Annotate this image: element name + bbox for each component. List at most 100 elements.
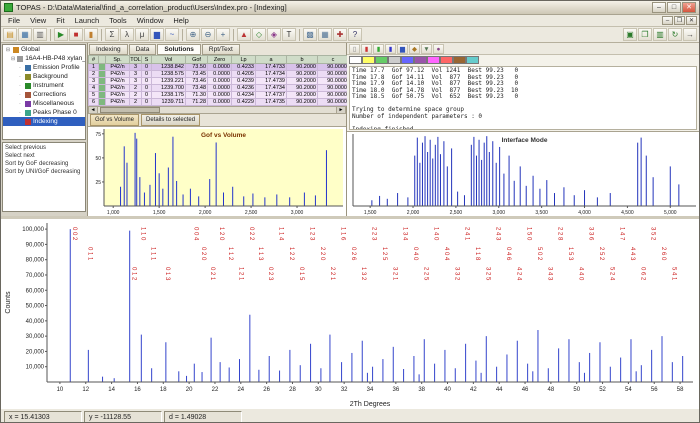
palette-cell-4[interactable] — [401, 56, 414, 64]
peaks-icon[interactable]: ▲ — [237, 28, 251, 41]
lambda-icon[interactable]: λ — [120, 28, 134, 41]
palette-cell-2[interactable] — [375, 56, 388, 64]
tab-solutions[interactable]: Solutions — [157, 44, 201, 55]
palette-cell-1[interactable] — [362, 56, 375, 64]
print-icon[interactable]: ▥ — [33, 28, 47, 41]
column-header-3[interactable]: TOL — [129, 55, 142, 64]
menu-file[interactable]: File — [8, 16, 21, 25]
column-header-7[interactable]: Zero — [207, 55, 232, 64]
column-header-6[interactable]: Gof — [185, 55, 208, 64]
table-hscrollbar[interactable]: ◄ ► — [88, 106, 346, 114]
sigma-icon[interactable]: Σ — [105, 28, 119, 41]
tree-node-global[interactable]: ⊟ Global — [3, 45, 85, 54]
column-header-5[interactable]: Vol — [151, 55, 186, 64]
marker-red-icon[interactable]: ▮ — [361, 43, 372, 54]
tab-indexing[interactable]: Indexing — [89, 44, 128, 55]
table-row[interactable]: 6 P42/n 2 0 1239.711 71.28 0.0000 0.4229 17.4735… — [88, 98, 349, 106]
marker-blue-icon[interactable]: ▮ — [385, 43, 396, 54]
chart-line-icon[interactable]: ~ — [165, 28, 179, 41]
tree-node-miscellaneous[interactable]: · Miscellaneous — [3, 99, 85, 108]
zoom-out-icon[interactable]: ⊖ — [201, 28, 215, 41]
help-icon[interactable]: ? — [348, 28, 362, 41]
timer-icon[interactable]: ● — [433, 43, 444, 54]
tree-node-emission-profile[interactable]: · Emission Profile — [3, 63, 85, 72]
zoom-in-icon[interactable]: ⊕ — [186, 28, 200, 41]
table-icon[interactable]: ▦ — [318, 28, 332, 41]
window-cascade-icon[interactable]: ❐ — [638, 28, 652, 41]
filter-icon[interactable]: ▼ — [421, 43, 432, 54]
tree-node-instrument[interactable]: · Instrument — [3, 81, 85, 90]
column-header-2[interactable]: Sp. — [105, 55, 130, 64]
save-icon[interactable]: ▦ — [18, 28, 32, 41]
palette-cell-9[interactable] — [466, 56, 479, 64]
text-view-icon[interactable]: T — [282, 28, 296, 41]
palette-cell-6[interactable] — [427, 56, 440, 64]
stop-icon[interactable]: ■ — [69, 28, 83, 41]
window-new-icon[interactable]: ▣ — [623, 28, 637, 41]
menu-window[interactable]: Window — [136, 16, 164, 25]
mu-icon[interactable]: μ — [135, 28, 149, 41]
tree-footer-line-0[interactable]: Select previous — [5, 145, 47, 151]
palette-cell-8[interactable] — [453, 56, 466, 64]
tab-data[interactable]: Data — [128, 44, 157, 55]
column-header-0[interactable]: # — [88, 55, 99, 64]
menu-help[interactable]: Help — [173, 16, 189, 25]
tree-node-indexing[interactable]: · Indexing — [3, 117, 85, 126]
table-row[interactable]: 4 P42/n 2 0 1239.700 73.48 0.0000 0.4236 17.4734… — [88, 84, 349, 92]
settings-icon[interactable]: ✚ — [333, 28, 347, 41]
pin-icon[interactable]: ◆ — [409, 43, 420, 54]
gof-vs-volume-chart[interactable]: 1,000 1,500 2,000 2,500 3,000 25 50 75 Gof vs Vo… — [88, 126, 346, 221]
close-button[interactable]: ✕ — [682, 2, 696, 13]
mdi-minimize-button[interactable]: – — [662, 16, 673, 25]
details-to-selected-button[interactable]: Details to selected — [141, 114, 201, 126]
tree-footer-line-1[interactable]: Select next — [5, 153, 35, 159]
table-row[interactable]: 1 P42/n 3 0 1238.842 73.50 0.0000 0.4233 17.4733… — [88, 63, 349, 71]
menu-launch[interactable]: Launch — [74, 16, 100, 25]
cell-icon[interactable]: ◇ — [252, 28, 266, 41]
table-row[interactable]: 2 P42/n 3 0 1238.575 73.45 0.0000 0.4205 17.4734… — [88, 70, 349, 78]
column-header-1[interactable] — [98, 55, 106, 64]
marker-green-icon[interactable]: ▮ — [373, 43, 384, 54]
chart-mode-icon[interactable]: ▆ — [397, 43, 408, 54]
column-header-9[interactable]: a — [255, 55, 287, 64]
mdi-restore-button[interactable]: ❐ — [674, 16, 685, 25]
gof-vs-volume-button[interactable]: Gof vs Volume — [90, 114, 140, 126]
table-row[interactable]: 3 P42/n 3 0 1239.221 73.46 0.0000 0.4239 17.4739… — [88, 77, 349, 85]
mdi-close-button[interactable]: ✕ — [686, 16, 697, 25]
column-header-4[interactable]: S — [141, 55, 152, 64]
tree-footer-line-3[interactable]: Sort by UNI/GoF decreasing — [5, 169, 81, 175]
palette-cell-5[interactable] — [414, 56, 427, 64]
scroll-left-arrow[interactable]: ◄ — [89, 107, 98, 113]
palette-cell-0[interactable] — [349, 56, 362, 64]
tree-node-background[interactable]: · Background — [3, 72, 85, 81]
window-tile-icon[interactable]: ▥ — [653, 28, 667, 41]
open-icon[interactable]: ▤ — [3, 28, 17, 41]
diffraction-chart[interactable]: 10 12 14 16 18 20 22 24 26 28 30 32 34 36 38 40 42 44 46 48… — [1, 219, 699, 408]
pause-icon[interactable]: ▮ — [84, 28, 98, 41]
grid-icon[interactable]: ▩ — [303, 28, 317, 41]
table-row[interactable]: 5 P42/n 2 0 1238.175 71.30 0.0000 0.4234 17.4737… — [88, 91, 349, 99]
tree-footer-line-2[interactable]: Sort by GoF decreasing — [5, 161, 69, 167]
tree-node-datafile[interactable]: ⊟ 16A4-HB-P48 xylan_P0F.xy — [3, 54, 85, 63]
column-header-8[interactable]: Lp — [231, 55, 256, 64]
column-header-10[interactable]: b — [286, 55, 318, 64]
maximize-button[interactable]: □ — [667, 2, 681, 13]
menu-fit[interactable]: Fit — [56, 16, 65, 25]
export-icon[interactable]: → — [683, 28, 697, 41]
menu-tools[interactable]: Tools — [109, 16, 127, 25]
tree-node-peaks-phase-0[interactable]: · Peaks Phase 0 — [3, 108, 85, 117]
crosshair-icon[interactable]: + — [216, 28, 230, 41]
scroll-thumb[interactable] — [100, 107, 160, 113]
refresh-icon[interactable]: ↻ — [668, 28, 682, 41]
interface-mode-chart[interactable]: 1,500 2,000 2,500 3,000 3,500 4,000 4,500 5,000… — [347, 131, 699, 216]
minimize-button[interactable]: – — [652, 2, 666, 13]
scroll-right-arrow[interactable]: ► — [336, 107, 345, 113]
chart-bars-icon[interactable]: ▆ — [150, 28, 164, 41]
run-icon[interactable]: ▶ — [54, 28, 68, 41]
palette-cell-7[interactable] — [440, 56, 453, 64]
column-header-11[interactable]: c — [317, 55, 349, 64]
tree-node-corrections[interactable]: · Corrections — [3, 90, 85, 99]
console-clear-icon[interactable]: ▯ — [349, 43, 360, 54]
menu-view[interactable]: View — [30, 16, 47, 25]
palette-cell-3[interactable] — [388, 56, 401, 64]
